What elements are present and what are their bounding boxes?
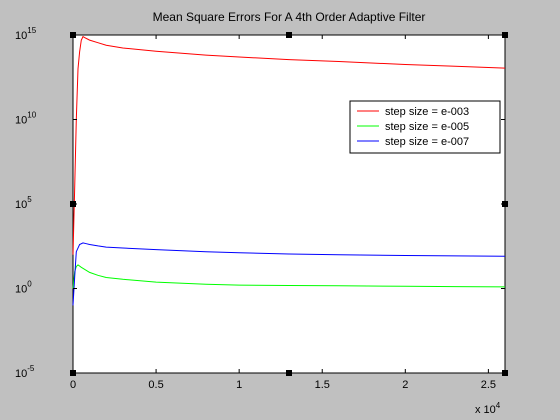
y-tick-exponent: 0 — [27, 280, 32, 289]
series-layer — [72, 35, 506, 306]
y-tick-label: 1015 — [15, 26, 37, 42]
x-tick-label: 1.5 — [315, 379, 330, 391]
x-scale-exponent: 4 — [496, 401, 501, 410]
legend-label-3: step size = e-007 — [385, 136, 469, 148]
y-tick-exponent: -5 — [27, 364, 35, 373]
x-tick-label: 0 — [70, 379, 76, 391]
x-tick-label: 2.5 — [481, 379, 496, 391]
selection-handle[interactable] — [286, 32, 292, 38]
plot-area — [72, 34, 506, 374]
legend-label-2: step size = e-005 — [385, 121, 469, 133]
y-tick-base: 10 — [15, 115, 27, 127]
y-tick-base: 10 — [15, 199, 27, 211]
legend-box — [349, 100, 501, 154]
y-tick-exponent: 15 — [27, 26, 36, 35]
y-tick-base: 10 — [15, 30, 27, 42]
x-tick-label: 1 — [236, 379, 242, 391]
x-scale-base: x 10 — [475, 404, 496, 416]
y-tick-label: 100 — [15, 280, 32, 296]
x-tick-label: 2 — [402, 379, 408, 391]
chart-title: Mean Square Errors For A 4th Order Adapt… — [153, 10, 426, 24]
x-axis-scale-label: x 104 — [475, 401, 501, 416]
selection-handle[interactable] — [286, 370, 292, 376]
y-tick-label: 105 — [15, 195, 32, 211]
y-tick-exponent: 5 — [27, 195, 32, 204]
y-tick-base: 10 — [15, 284, 27, 296]
y-tick-base: 10 — [15, 368, 27, 380]
legend-items: step size = e-003 step size = e-005 step s… — [357, 106, 469, 148]
y-tick-label: 1010 — [15, 111, 37, 127]
x-axis-ticks: 0 0.5 1 1.5 2 2.5 — [70, 35, 496, 391]
y-tick-label: 10-5 — [15, 364, 35, 380]
series-line-3 — [72, 242, 506, 306]
series-line-1 — [72, 35, 506, 255]
series-line-2 — [72, 264, 506, 289]
y-tick-exponent: 10 — [27, 111, 36, 120]
x-tick-label: 0.5 — [148, 379, 163, 391]
legend-label-1: step size = e-003 — [385, 106, 469, 118]
legend: step size = e-003 step size = e-005 step s… — [349, 100, 501, 154]
